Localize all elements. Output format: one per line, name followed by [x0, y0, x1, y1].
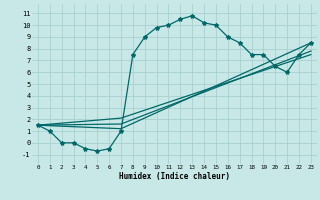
X-axis label: Humidex (Indice chaleur): Humidex (Indice chaleur) — [119, 172, 230, 181]
